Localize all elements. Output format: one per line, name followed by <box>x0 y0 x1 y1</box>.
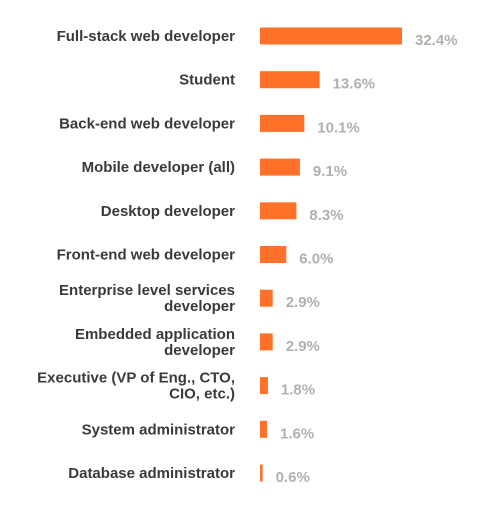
value-label-7: 2.9% <box>286 338 320 355</box>
value-label-0: 32.4% <box>415 32 458 49</box>
category-label-6: Enterprise level services developer <box>59 282 235 315</box>
category-label-3: Mobile developer (all) <box>82 159 235 176</box>
bar-4 <box>260 202 297 220</box>
bar-6 <box>260 289 273 307</box>
bar-0 <box>260 27 402 45</box>
bars-group <box>260 27 402 482</box>
bar-7 <box>260 333 273 351</box>
bar-9 <box>260 420 267 438</box>
category-label-4: Desktop developer <box>101 203 235 220</box>
bar-8 <box>260 377 268 395</box>
category-label-0: Full-stack web developer <box>57 28 236 45</box>
bar-1 <box>260 71 320 89</box>
bar-5 <box>260 246 287 263</box>
value-labels-group: 32.4% 13.6% 10.1% 9.1% 8.3% 6.0% 2.9% 2.9% 1.8% 1… <box>276 32 458 486</box>
category-label-9: System administrator <box>82 421 236 438</box>
category-labels-group: Full-stack web developer Student Back-end … <box>37 28 235 482</box>
value-label-2: 10.1% <box>317 119 360 136</box>
value-label-9: 1.6% <box>280 425 314 442</box>
value-label-3: 9.1% <box>313 163 347 180</box>
category-label-10: Database administrator <box>68 465 235 482</box>
bar-10 <box>260 464 263 482</box>
category-label-7: Embedded application developer <box>75 326 235 359</box>
category-label-2: Back-end web developer <box>59 115 235 132</box>
bar-3 <box>260 158 300 176</box>
category-label-8: Executive (VP of Eng., CTO, CIO, etc.) <box>37 370 235 403</box>
value-label-5: 6.0% <box>299 251 333 268</box>
value-label-4: 8.3% <box>309 207 343 224</box>
value-label-10: 0.6% <box>276 469 310 486</box>
category-label-1: Student <box>179 72 235 89</box>
bar-2 <box>260 114 305 132</box>
category-label-5: Front-end web developer <box>57 247 236 264</box>
value-label-6: 2.9% <box>286 294 320 311</box>
value-label-8: 1.8% <box>281 382 315 399</box>
value-label-1: 13.6% <box>333 76 376 93</box>
